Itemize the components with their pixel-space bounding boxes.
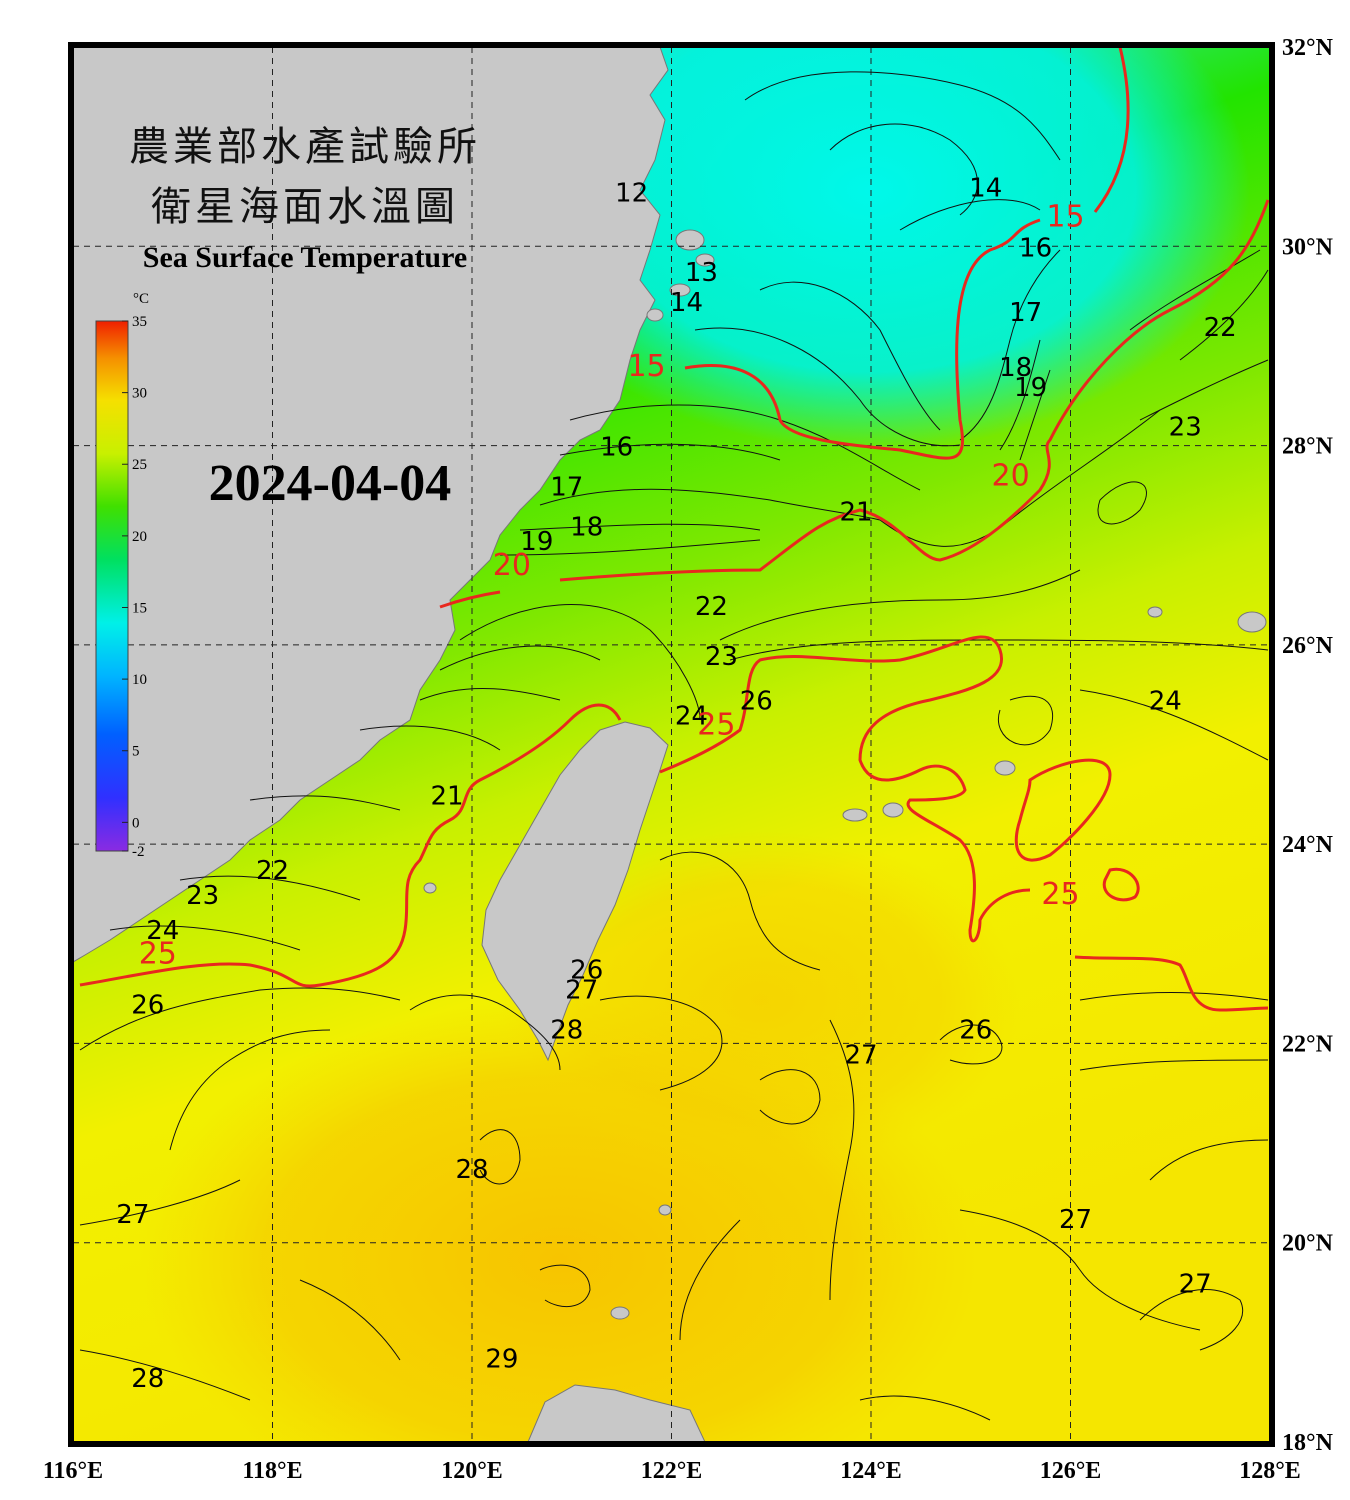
lat-label: 20°N — [1282, 1231, 1334, 1257]
lon-label: 124°E — [840, 1458, 902, 1484]
isotherm-label: 27 — [116, 1200, 149, 1230]
colorbar: °C 35 30 25 20 15 10 5 0 -2 — [95, 291, 149, 860]
isotherm-label: 27 — [565, 976, 598, 1006]
isotherm-25-south-east — [1074, 955, 1269, 1012]
isotherm-label: 21 — [431, 781, 464, 811]
islands — [423, 229, 1267, 1320]
lat-label: 22°N — [1282, 1031, 1334, 1057]
lat-label: 18°N — [1282, 1430, 1334, 1456]
isotherm-label-major: 25 — [697, 708, 735, 743]
isotherm-label: 24 — [1149, 687, 1182, 717]
isotherm-label-major: 25 — [139, 937, 177, 972]
colorbar-unit: °C — [133, 291, 149, 307]
isotherm-label-major: 20 — [992, 458, 1030, 493]
isotherm-label-major: 25 — [1041, 877, 1079, 912]
lon-label: 118°E — [242, 1458, 302, 1484]
colorbar-tick-label: 35 — [132, 314, 147, 330]
latitude-labels: 32°N 30°N 28°N 26°N 24°N 22°N 20°N 18°N — [1282, 35, 1334, 1456]
lat-label: 26°N — [1282, 633, 1334, 659]
isotherm-label: 16 — [600, 433, 633, 463]
isotherm-25-coast — [79, 703, 622, 988]
isotherm-label: 23 — [705, 642, 738, 672]
title-product: 衛星海面水溫圖 — [151, 184, 459, 230]
isotherm-label: 26 — [570, 956, 603, 986]
isotherm-label: 23 — [1169, 413, 1202, 443]
isotherm-label: 24 — [675, 702, 708, 732]
isotherm-label: 18 — [570, 512, 603, 542]
isotherm-label: 17 — [1009, 298, 1042, 328]
colorbar-tick-label: 10 — [132, 672, 147, 688]
contour-labels: 1213141416161717181819192121222222232323… — [116, 173, 1236, 1394]
isotherm-label: 12 — [615, 178, 648, 208]
longitude-labels: 116°E 118°E 120°E 122°E 124°E 126°E 128°E — [43, 1458, 1301, 1484]
land-taiwan — [481, 721, 669, 1062]
isotherm-label-major: 20 — [493, 548, 531, 583]
isotherm-label: 19 — [1014, 373, 1047, 403]
colorbar-tick-label: 0 — [132, 815, 140, 831]
isotherm-label: 17 — [550, 472, 583, 502]
isotherm-label: 28 — [455, 1155, 488, 1185]
warm-pool-east — [500, 830, 1020, 1170]
colorbar-tick-label: 30 — [132, 386, 147, 402]
lon-label: 122°E — [641, 1458, 703, 1484]
isotherm-label: 27 — [1179, 1270, 1212, 1300]
isotherm-label: 28 — [131, 1364, 164, 1394]
lon-label: 128°E — [1239, 1458, 1301, 1484]
map-area: 1213141416161717181819192121222222232323… — [73, 47, 1270, 1442]
lat-label: 30°N — [1282, 234, 1334, 260]
colorbar-tick-label: 15 — [132, 600, 147, 616]
isotherm-label: 27 — [1059, 1205, 1092, 1235]
isotherm-label: 26 — [740, 687, 773, 717]
isotherm-15-east — [1093, 47, 1130, 213]
colorbar-ramp — [95, 320, 129, 852]
isotherm-25-small-loop — [1102, 867, 1140, 902]
colorbar-tick-label: 5 — [132, 744, 140, 760]
lon-label: 126°E — [1040, 1458, 1102, 1484]
isotherms-major — [79, 47, 1270, 1012]
lat-label: 24°N — [1282, 832, 1334, 858]
lat-label: 32°N — [1282, 35, 1334, 61]
isotherm-25-loop — [1014, 758, 1112, 862]
lon-label: 116°E — [43, 1458, 103, 1484]
colorbar-ticks: 35 30 25 20 15 10 5 0 -2 — [122, 314, 147, 860]
isotherm-label: 22 — [695, 592, 728, 622]
isotherm-label: 14 — [670, 288, 703, 318]
isotherm-label: 24 — [146, 916, 179, 946]
isotherm-25-east — [659, 635, 1031, 943]
isotherm-label: 21 — [839, 497, 872, 527]
isotherm-20 — [559, 199, 1270, 582]
isotherm-label: 27 — [844, 1040, 877, 1070]
isotherm-label: 26 — [131, 991, 164, 1021]
isotherm-label: 29 — [485, 1344, 518, 1374]
grid-lines — [73, 47, 1270, 1442]
colorbar-tick-label: 25 — [132, 457, 147, 473]
lat-label: 28°N — [1282, 434, 1334, 460]
colorbar-tick-label: -2 — [132, 844, 145, 860]
isotherm-label: 16 — [1019, 233, 1052, 263]
land-mainland — [73, 47, 669, 963]
isotherm-label: 14 — [969, 173, 1002, 203]
isotherm-label: 22 — [1204, 313, 1237, 343]
isotherm-label: 26 — [959, 1015, 992, 1045]
lon-label: 120°E — [441, 1458, 503, 1484]
map-frame — [68, 42, 1275, 1447]
land-luzon — [527, 1384, 706, 1442]
cold-pool — [490, 47, 1250, 450]
title-english: Sea Surface Temperature — [143, 241, 467, 274]
isotherm-label: 22 — [256, 856, 289, 886]
isotherm-label: 19 — [520, 527, 553, 557]
isotherm-label: 13 — [685, 258, 718, 288]
isotherm-20-coast — [439, 590, 501, 609]
date-label: 2024-04-04 — [209, 455, 452, 512]
isotherm-label-major: 15 — [627, 349, 665, 384]
isotherm-label: 23 — [186, 881, 219, 911]
colorbar-tick-label: 20 — [132, 529, 147, 545]
isotherm-label-major: 15 — [1046, 199, 1084, 234]
isotherm-label: 18 — [999, 353, 1032, 383]
isotherm-label: 28 — [550, 1015, 583, 1045]
title-agency: 農業部水產試驗所 — [129, 124, 481, 170]
isotherm-15-west — [684, 218, 1041, 460]
